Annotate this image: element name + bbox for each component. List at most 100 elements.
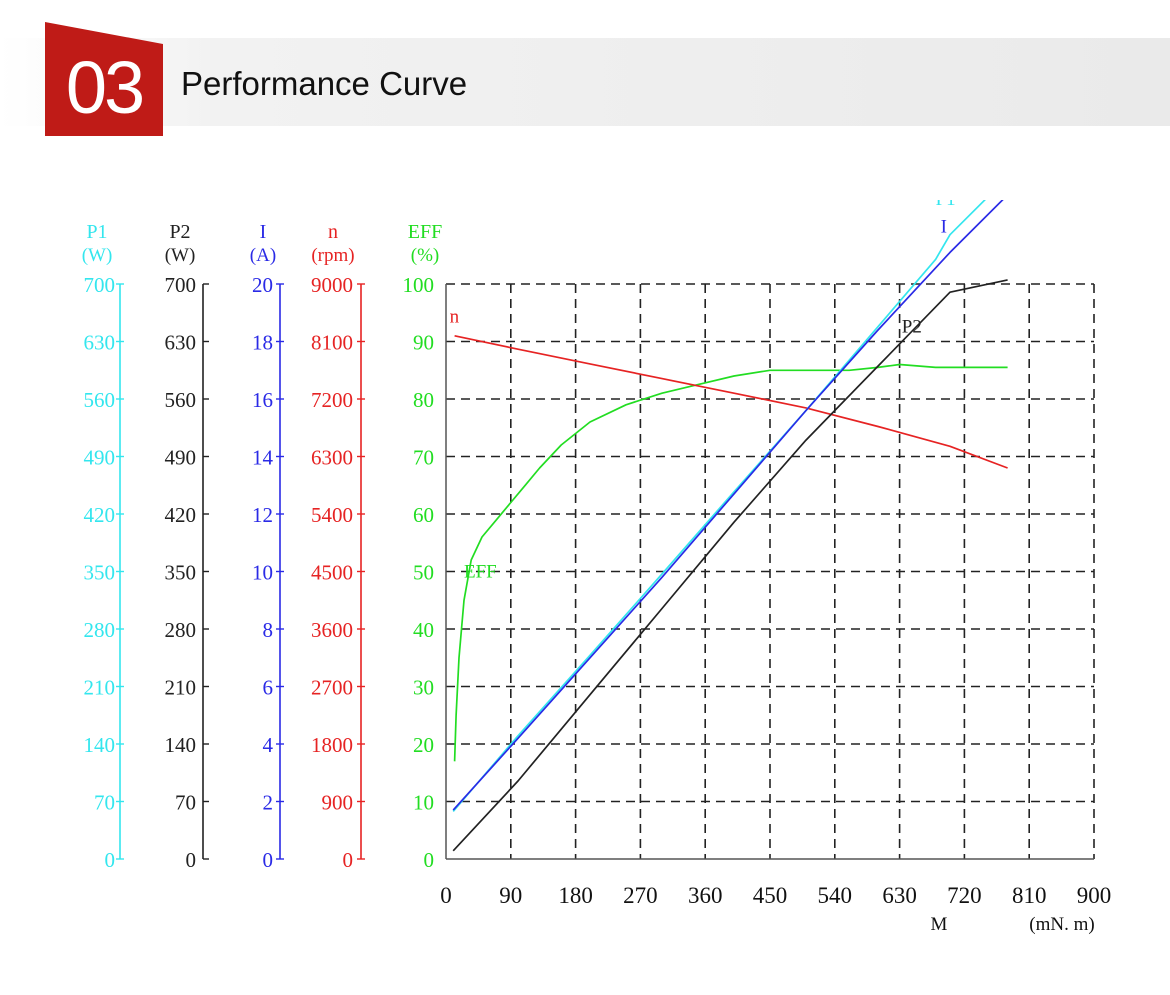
series-line-P1	[452, 200, 986, 812]
y-axis-unit: (rpm)	[311, 245, 354, 266]
y-tick-label: 700	[84, 273, 116, 297]
y-tick-label: 100	[403, 273, 435, 297]
y-tick-label: 0	[263, 848, 274, 872]
y-tick-label: 70	[175, 791, 196, 815]
x-tick-label: 0	[440, 883, 452, 908]
y-tick-label: 140	[84, 733, 116, 757]
section-number: 03	[65, 46, 145, 129]
y-tick-label: 12	[252, 503, 273, 527]
curve-label-P2: P2	[902, 316, 922, 337]
y-tick-label: 1800	[311, 733, 353, 757]
plot-area: 0 90 180 270 360 450 540 630 720 810 900 M (mN. m)	[440, 283, 1112, 935]
series-line-P2	[452, 279, 1008, 852]
y-tick-label: 0	[186, 848, 197, 872]
y-tick-label: 700	[165, 273, 197, 297]
y-axis-I: I(A) 0 2 4 6 8 10 12 14 16 18 20	[250, 221, 284, 872]
y-tick-label: 90	[413, 331, 434, 355]
y-tick-label: 70	[94, 791, 115, 815]
y-tick-label: 630	[84, 331, 116, 355]
x-tick-label: 180	[558, 883, 593, 908]
y-tick-label: 60	[413, 503, 434, 527]
x-tick-label: 360	[688, 883, 723, 908]
x-axis-unit: (mN. m)	[1029, 914, 1094, 935]
y-tick-label: 70	[413, 446, 434, 470]
x-tick-label: 630	[882, 883, 917, 908]
y-tick-label: 3600	[311, 618, 353, 642]
y-axis-name: I	[260, 221, 267, 243]
badge-shape	[45, 22, 163, 136]
y-tick-label: 6300	[311, 446, 353, 470]
y-tick-label: 420	[84, 503, 116, 527]
curve-label-P1: P1	[936, 200, 956, 210]
y-tick-label: 5400	[311, 503, 353, 527]
y-tick-label: 210	[84, 676, 116, 700]
y-tick-label: 0	[343, 848, 354, 872]
y-axis-unit: (W)	[165, 245, 196, 266]
section-title: Performance Curve	[181, 65, 468, 102]
y-axis-EFF: EFF(%) 0 10 20 30 40 50 60 70 80 90 100	[403, 221, 443, 872]
y-axis-P1: P1(W) 0 70 140 210 280 350 420 490 560 630 700	[82, 221, 124, 872]
y-tick-label: 560	[165, 388, 197, 412]
y-tick-label: 20	[252, 273, 273, 297]
y-tick-label: 80	[413, 388, 434, 412]
x-tick-label: 720	[947, 883, 982, 908]
y-tick-label: 420	[165, 503, 197, 527]
y-tick-label: 16	[252, 388, 273, 412]
x-tick-label: 270	[623, 883, 658, 908]
y-tick-label: 30	[413, 676, 434, 700]
y-tick-label: 490	[84, 446, 116, 470]
y-tick-label: 210	[165, 676, 197, 700]
y-tick-label: 900	[322, 791, 354, 815]
x-tick-label: 540	[818, 883, 853, 908]
header-band	[0, 38, 1170, 126]
y-tick-label: 560	[84, 388, 116, 412]
y-tick-label: 0	[105, 848, 116, 872]
y-tick-label: 20	[413, 733, 434, 757]
y-tick-label: 280	[84, 618, 116, 642]
y-tick-label: 350	[84, 561, 116, 585]
series-line-n	[454, 334, 1008, 469]
y-axis-n: n(rpm) 0 900 1800 2700 3600 4500 5400 6300 7200 81…	[311, 221, 365, 872]
y-tick-label: 2700	[311, 676, 353, 700]
y-tick-label: 2	[263, 791, 274, 815]
x-tick-label: 90	[499, 883, 522, 908]
x-tick-label: 810	[1012, 883, 1047, 908]
y-tick-label: 10	[252, 561, 273, 585]
y-tick-label: 9000	[311, 273, 353, 297]
y-tick-label: 630	[165, 331, 197, 355]
y-tick-label: 14	[252, 446, 274, 470]
series-line-I	[452, 200, 1004, 811]
y-tick-label: 50	[413, 561, 434, 585]
curve-label-EFF: EFF	[464, 561, 497, 582]
y-axis-name: EFF	[408, 221, 442, 243]
curve-label-I: I	[941, 216, 947, 237]
y-tick-label: 350	[165, 561, 197, 585]
y-tick-label: 280	[165, 618, 197, 642]
y-tick-label: 40	[413, 618, 434, 642]
x-tick-label: 450	[753, 883, 788, 908]
y-axis-unit: (A)	[250, 245, 276, 266]
section-badge	[45, 22, 163, 136]
y-axis-name: P2	[169, 221, 190, 243]
y-axis-unit: (%)	[411, 245, 439, 266]
y-tick-label: 8100	[311, 331, 353, 355]
y-tick-label: 140	[165, 733, 197, 757]
y-tick-label: 10	[413, 791, 434, 815]
y-tick-label: 4500	[311, 561, 353, 585]
x-axis-label: M	[931, 914, 948, 935]
x-tick-label: 900	[1077, 883, 1112, 908]
y-axis-name: n	[328, 221, 338, 243]
y-tick-label: 4	[263, 733, 274, 757]
y-tick-label: 0	[424, 848, 435, 872]
y-tick-label: 18	[252, 331, 273, 355]
y-axis-P2: P2(W) 0 70 140 210 280 350 420 490 560 630 700	[165, 221, 209, 872]
y-tick-label: 7200	[311, 388, 353, 412]
y-axis-unit: (W)	[82, 245, 113, 266]
y-tick-label: 490	[165, 446, 197, 470]
series-line-EFF	[453, 363, 1008, 762]
y-tick-label: 8	[263, 618, 274, 642]
y-tick-label: 6	[263, 676, 274, 700]
y-axis-name: P1	[86, 221, 107, 243]
curve-label-n: n	[450, 306, 460, 327]
